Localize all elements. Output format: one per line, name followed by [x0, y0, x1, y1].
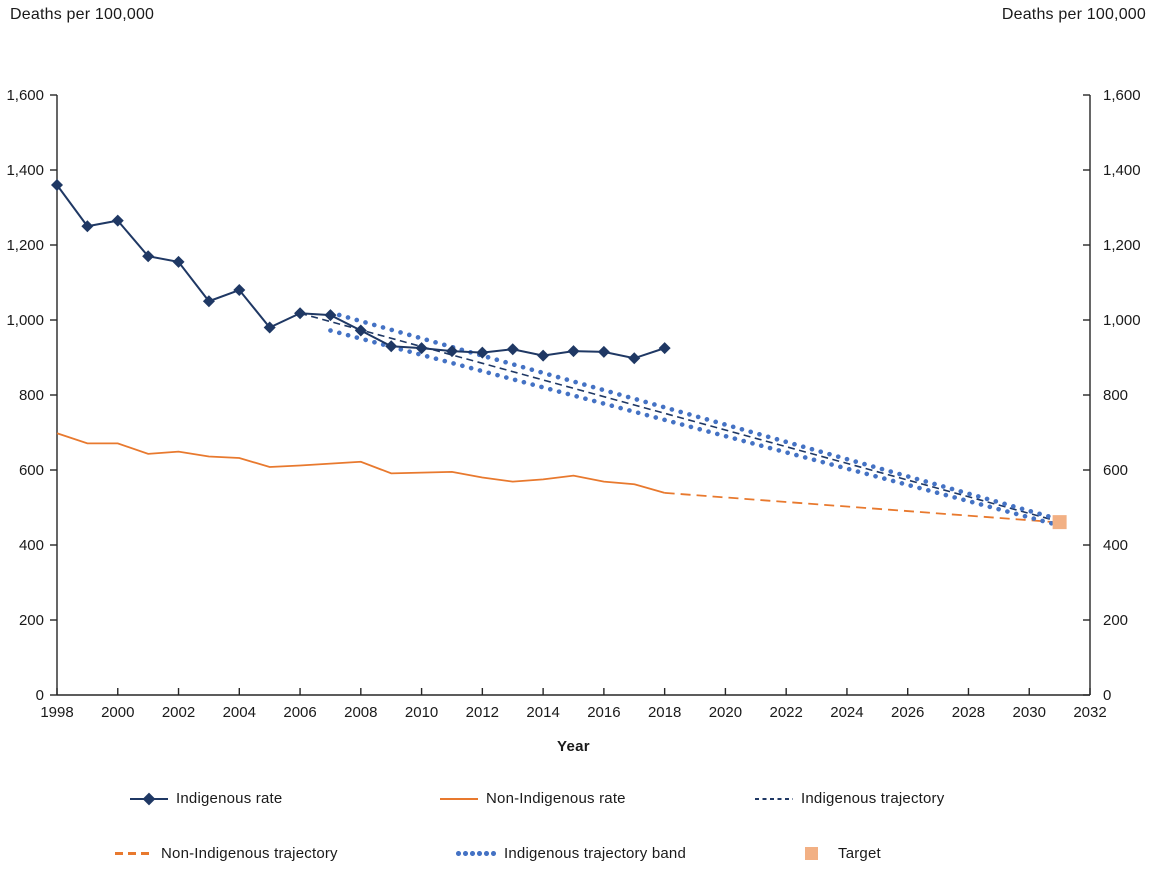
legend-item-indigenous-rate: Indigenous rate	[130, 790, 282, 807]
y-axis-label-right: 1,000	[1103, 312, 1141, 329]
data-point-diamond	[628, 352, 641, 365]
x-axis-label: 2006	[283, 704, 316, 721]
x-axis-label: 2014	[526, 704, 559, 721]
legend-label: Target	[838, 845, 881, 862]
series-solid	[56, 432, 665, 494]
legend-label: Non-Indigenous rate	[486, 790, 626, 807]
x-axis-label: 2010	[405, 704, 438, 721]
data-point-diamond	[263, 321, 276, 334]
y-axis-label-left: 400	[19, 537, 44, 554]
legend-item-non-indigenous-rate: Non-Indigenous rate	[440, 790, 626, 807]
data-point-diamond	[51, 179, 63, 191]
data-point-diamond	[597, 345, 610, 358]
data-point-diamond	[506, 343, 519, 356]
y-axis-label-right: 200	[1103, 612, 1128, 629]
series-dashed-long	[664, 491, 1060, 524]
y-axis-label-right: 400	[1103, 537, 1128, 554]
legend-item-indigenous-trajectory-band: Indigenous trajectory band	[455, 845, 686, 862]
data-point-diamond	[202, 295, 215, 308]
data-point-diamond	[354, 324, 367, 337]
y-axis-label-left: 600	[19, 462, 44, 479]
x-axis-label: 2004	[223, 704, 256, 721]
y-axis-label-right: 1,200	[1103, 237, 1141, 254]
data-point-diamond	[233, 284, 246, 296]
data-point-diamond	[324, 309, 337, 322]
y-axis-label-right: 0	[1103, 687, 1111, 704]
y-axis-label-left: 1,600	[6, 87, 44, 104]
right-axis-title: Deaths per 100,000	[1001, 6, 1146, 23]
y-axis-label-left: 1,000	[6, 312, 44, 329]
x-axis-label: 2030	[1013, 704, 1046, 721]
series-dotted	[328, 328, 1062, 528]
y-axis-label-left: 800	[19, 387, 44, 404]
x-axis-title: Year	[557, 738, 590, 755]
x-axis-label: 2022	[769, 704, 802, 721]
x-axis-label: 2012	[466, 704, 499, 721]
indigenous-rate-line-diamond-icon	[130, 792, 168, 805]
x-axis-label: 2002	[162, 704, 195, 721]
y-axis-label-right: 800	[1103, 387, 1128, 404]
x-axis-label: 2018	[648, 704, 681, 721]
x-axis-label: 2032	[1073, 704, 1106, 721]
data-point-diamond	[445, 345, 458, 358]
x-axis-label: 2020	[709, 704, 742, 721]
y-axis-label-right: 1,600	[1103, 87, 1141, 104]
legend-item-non-indigenous-trajectory: Non-Indigenous trajectory	[115, 845, 338, 862]
x-axis-label: 2008	[344, 704, 377, 721]
mortality-line-chart: 0 0 200 200 400 400 600 600 800 800 1,000 1,000 1,20…	[6, 87, 1141, 721]
y-axis-label-left: 0	[36, 687, 44, 704]
x-axis-label: 1998	[40, 704, 73, 721]
left-axis-title: Deaths per 100,000	[10, 6, 155, 23]
data-point-diamond	[537, 349, 550, 362]
legend-label: Non-Indigenous trajectory	[161, 845, 338, 862]
data-point-diamond	[385, 340, 398, 353]
data-point-diamond	[172, 255, 185, 268]
legend-label: Indigenous trajectory	[801, 790, 945, 807]
x-axis-label: 2000	[101, 704, 134, 721]
y-axis-label-left: 1,400	[6, 162, 44, 179]
legend-item-target: Target	[805, 845, 881, 862]
data-point-diamond	[658, 342, 671, 355]
y-axis-label-left: 1,200	[6, 237, 44, 254]
non-indigenous-rate-line-icon	[440, 797, 478, 800]
data-point-diamond	[142, 250, 155, 263]
non-indigenous-trajectory-dashed-line-icon	[115, 852, 153, 855]
x-axis-label: 2024	[830, 704, 863, 721]
y-axis-label-right: 600	[1103, 462, 1128, 479]
target-marker	[1052, 515, 1067, 530]
indigenous-trajectory-band-dotted-line-icon	[455, 850, 496, 857]
series-dashed	[299, 312, 1060, 523]
x-axis-label: 2026	[891, 704, 924, 721]
indigenous-trajectory-dashed-line-icon	[755, 797, 793, 800]
x-axis-label: 2016	[587, 704, 620, 721]
y-axis-label-left: 200	[19, 612, 44, 629]
legend-label: Indigenous rate	[176, 790, 283, 807]
data-point-diamond	[415, 342, 428, 355]
x-axis-label: 2028	[952, 704, 985, 721]
y-axis-label-right: 1,400	[1103, 162, 1141, 179]
legend-label: Indigenous trajectory band	[504, 845, 686, 862]
data-point-diamond	[111, 214, 124, 227]
legend-item-indigenous-trajectory: Indigenous trajectory	[755, 790, 944, 807]
data-point-diamond	[81, 220, 94, 233]
series-dotted	[328, 310, 1062, 522]
data-point-diamond	[294, 307, 307, 320]
data-point-diamond	[567, 345, 580, 358]
target-square-icon	[805, 847, 818, 860]
data-point-diamond	[476, 346, 489, 359]
